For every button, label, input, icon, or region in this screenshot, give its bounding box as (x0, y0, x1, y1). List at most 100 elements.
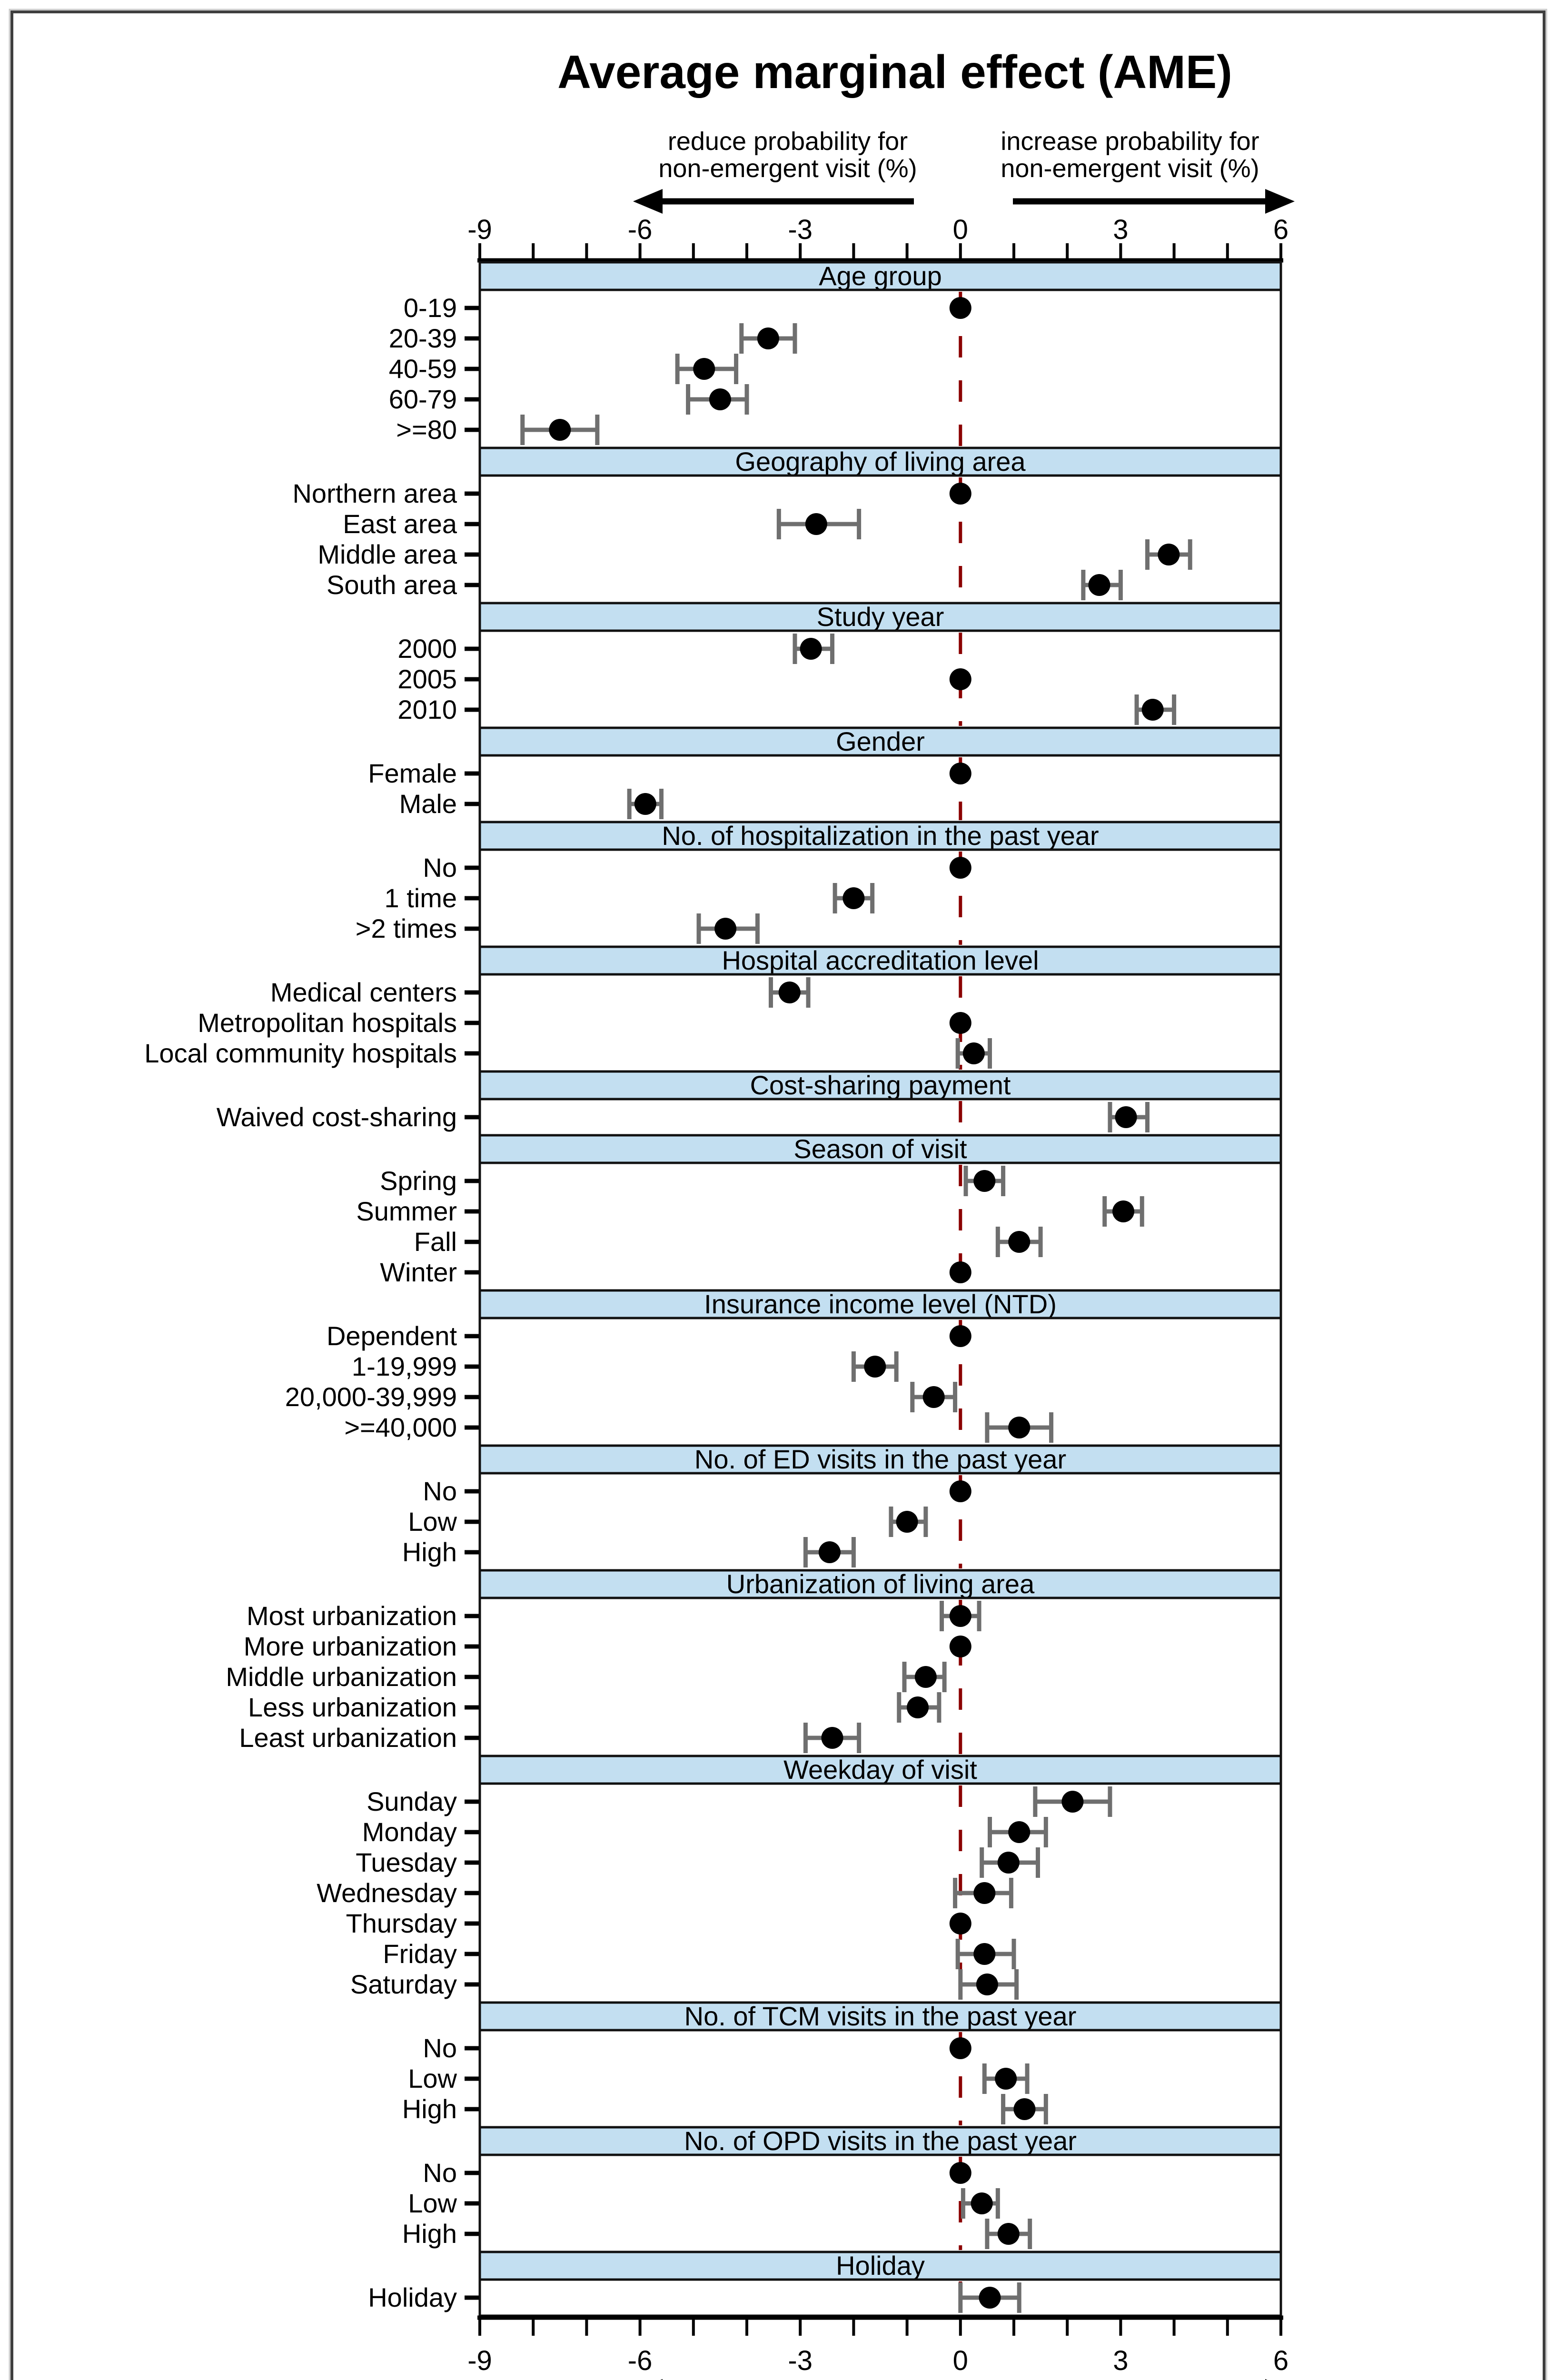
point-estimate-dot (1115, 1106, 1137, 1128)
section-header-band (478, 1444, 1282, 1475)
section-no-of-ed-visits-in-the-past-year: No. of ED visits in the past year NoLowHi… (402, 1444, 1282, 1572)
top-right-direction-label-line1: increase probability for (1001, 127, 1259, 156)
section-header-label: Season of visit (793, 1134, 967, 1164)
category-label: 20,000-39,999 (285, 1382, 457, 1412)
section-header-label: No. of ED visits in the past year (694, 1444, 1066, 1474)
section-header-band (478, 2126, 1282, 2156)
top-left-direction-label-line1: reduce probability for (668, 127, 908, 156)
category-label: More urbanization (244, 1631, 457, 1661)
category-label: No (423, 2033, 457, 2063)
section-panel (478, 1161, 1282, 1292)
section-panel (478, 2029, 1282, 2129)
category-label: Winter (380, 1257, 457, 1287)
section-header-band (478, 1569, 1282, 1599)
category-label: Wednesday (317, 1878, 457, 1908)
point-estimate-dot (1158, 544, 1180, 565)
point-estimate-dot (1141, 699, 1164, 721)
section-header-band (478, 1134, 1282, 1164)
reference-point-dot (949, 1913, 971, 1934)
point-estimate-dot (1061, 1791, 1084, 1813)
bottom-axis-tick-label: 0 (953, 2345, 968, 2376)
point-estimate-dot (995, 2068, 1017, 2090)
reference-point-dot (949, 668, 971, 690)
point-estimate-dot (800, 638, 822, 660)
section-cost-sharing-payment: Cost-sharing payment Waived cost-sharing (217, 1070, 1282, 1137)
point-estimate-dot (907, 1696, 929, 1718)
category-label: Fall (414, 1227, 457, 1257)
category-label: Spring (380, 1166, 457, 1196)
section-header-label: No. of OPD visits in the past year (684, 2126, 1077, 2156)
point-estimate-dot (997, 2223, 1020, 2245)
section-panel (478, 288, 1282, 449)
point-estimate-dot (709, 388, 731, 410)
category-label: >=80 (396, 415, 457, 445)
section-holiday: Holiday Holiday (368, 2251, 1282, 2317)
reference-point-dot (949, 1636, 971, 1657)
category-label: Tuesday (356, 1847, 457, 1877)
reference-point-dot (949, 1261, 971, 1283)
category-label: Low (408, 1507, 457, 1537)
reference-point-dot (949, 763, 971, 784)
point-estimate-dot (842, 887, 865, 909)
category-label: Friday (383, 1939, 457, 1969)
chart-title: Average marginal effect (AME) (557, 46, 1232, 98)
point-estimate-dot (973, 1882, 996, 1904)
category-label: No (423, 2158, 457, 2188)
point-estimate-dot (864, 1356, 886, 1378)
top-axis-tick-label: 0 (953, 214, 968, 245)
bottom-axis-tick-label: 6 (1273, 2345, 1288, 2376)
category-label: 2005 (397, 664, 457, 694)
category-label: Female (368, 758, 457, 788)
section-geography-of-living-area: Geography of living area Northern areaEas… (292, 446, 1282, 605)
point-estimate-dot (976, 1973, 998, 1995)
category-label: 0-19 (404, 293, 457, 323)
category-label: No (423, 853, 457, 883)
reference-point-dot (949, 483, 971, 505)
section-panel (478, 1782, 1282, 2004)
top-left-arrow-head-icon (633, 189, 663, 214)
category-label: 2000 (397, 634, 457, 664)
point-estimate-dot (1008, 1231, 1031, 1253)
category-label: 2010 (397, 694, 457, 724)
category-label: South area (327, 570, 457, 600)
section-insurance-income-level-ntd-: Insurance income level (NTD) Dependent1-1… (285, 1289, 1282, 1447)
bottom-axis-tick-label: -6 (628, 2345, 653, 2376)
section-panel (478, 2153, 1282, 2253)
point-estimate-dot (896, 1511, 918, 1533)
reference-point-dot (949, 297, 971, 319)
point-estimate-dot (549, 419, 571, 441)
category-label: Middle urbanization (226, 1662, 457, 1692)
category-label: Monday (362, 1817, 457, 1847)
section-header-band (478, 945, 1282, 976)
category-label: Saturday (350, 1969, 457, 1999)
top-left-direction-label-line2: non-emergent visit (%) (658, 154, 917, 183)
section-header-label: No. of hospitalization in the past year (662, 821, 1099, 851)
top-right-arrow-head-icon (1265, 189, 1295, 214)
point-estimate-dot (962, 1042, 985, 1064)
section-panel (478, 754, 1282, 823)
section-panel (478, 1472, 1282, 1572)
point-estimate-dot (778, 982, 801, 1003)
top-axis-tick-label: 3 (1113, 214, 1128, 245)
top-axis-tick-label: 6 (1273, 214, 1288, 245)
category-label: Low (408, 2188, 457, 2218)
section-header-label: Insurance income level (NTD) (704, 1289, 1057, 1319)
point-estimate-dot (922, 1386, 945, 1408)
point-estimate-dot (1112, 1200, 1135, 1222)
point-estimate-dot (973, 1170, 996, 1192)
category-label: Less urbanization (248, 1692, 457, 1722)
category-label: Sunday (367, 1786, 457, 1816)
point-estimate-dot (818, 1541, 841, 1563)
category-label: Holiday (368, 2282, 457, 2312)
figure-frame (10, 10, 1546, 2380)
section-panel (478, 1317, 1282, 1447)
point-estimate-dot (1008, 1821, 1031, 1843)
reference-point-dot (949, 2037, 971, 2059)
category-label: >2 times (356, 913, 457, 943)
section-header-band (478, 821, 1282, 851)
section-header-band (478, 2251, 1282, 2281)
section-header-label: Geography of living area (735, 446, 1026, 476)
point-estimate-dot (1013, 2098, 1036, 2120)
